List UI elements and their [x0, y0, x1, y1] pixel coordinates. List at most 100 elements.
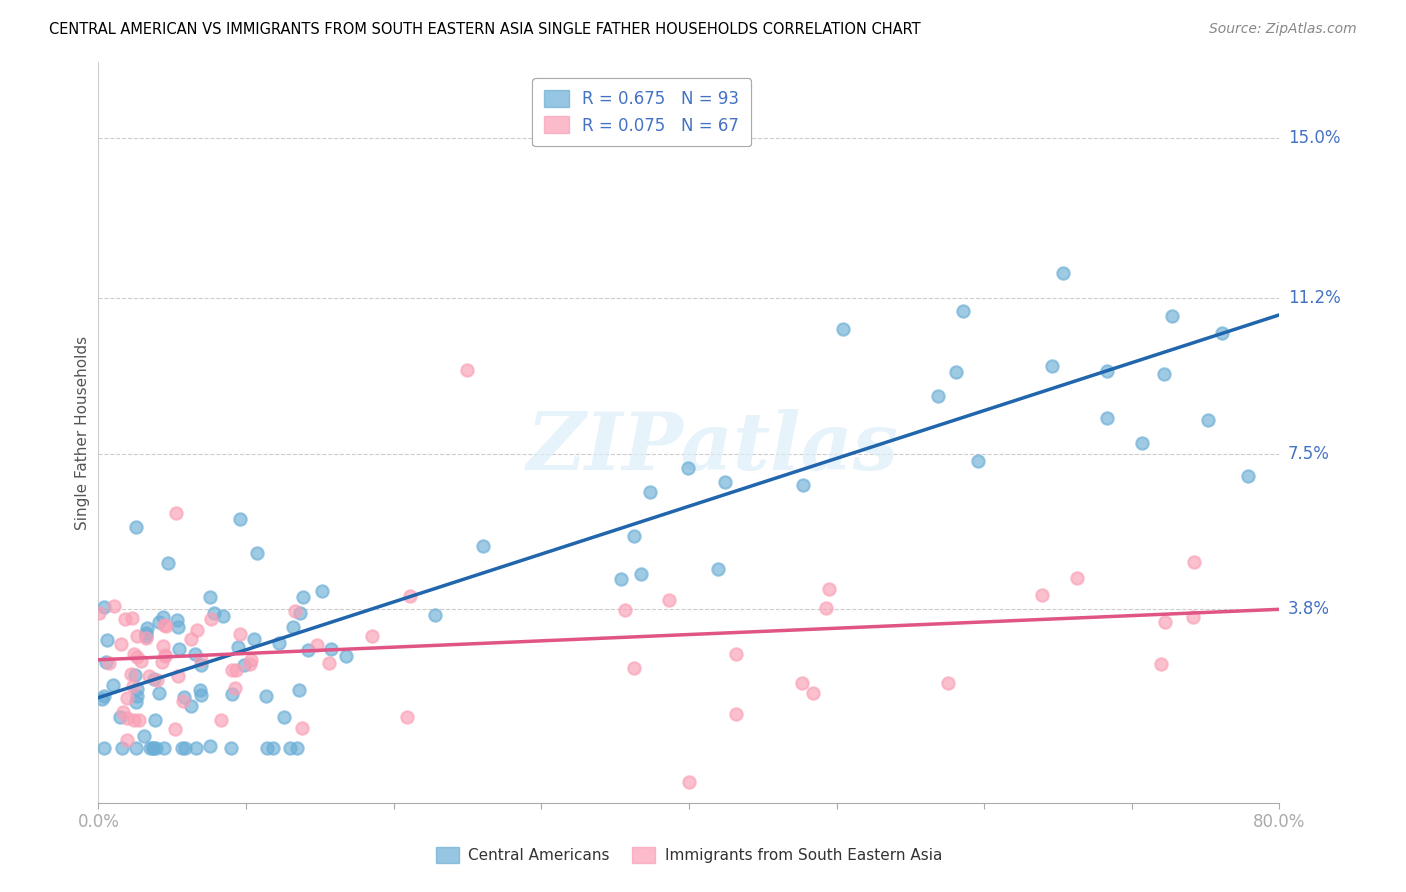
Point — [167, 669, 190, 683]
Point — [96, 633, 118, 648]
Point — [792, 478, 814, 492]
Point — [818, 582, 841, 596]
Point — [262, 741, 284, 756]
Point — [146, 673, 169, 687]
Point — [936, 675, 959, 690]
Point — [927, 388, 949, 402]
Point — [221, 741, 243, 756]
Point — [148, 615, 170, 629]
Point — [242, 632, 264, 646]
Point — [638, 485, 661, 500]
Point — [127, 690, 149, 704]
Point — [623, 529, 645, 543]
Point — [1040, 359, 1063, 373]
Legend: R = 0.675   N = 93, R = 0.075   N = 67: R = 0.675 N = 93, R = 0.075 N = 67 — [533, 78, 751, 146]
Point — [240, 653, 263, 667]
Point — [200, 612, 222, 626]
Y-axis label: Single Father Households: Single Father Households — [75, 335, 90, 530]
Point — [128, 713, 150, 727]
Point — [91, 692, 114, 706]
Point — [94, 655, 117, 669]
Point — [239, 657, 262, 671]
Point — [163, 722, 186, 736]
Point — [361, 629, 384, 643]
Point — [209, 713, 232, 727]
Point — [152, 610, 174, 624]
Point — [610, 572, 633, 586]
Point — [184, 741, 207, 756]
Point — [256, 741, 278, 756]
Point — [143, 713, 166, 727]
Text: 11.2%: 11.2% — [1288, 289, 1340, 307]
Point — [152, 639, 174, 653]
Point — [200, 591, 222, 605]
Point — [174, 741, 197, 756]
Point — [152, 741, 174, 756]
Point — [1153, 367, 1175, 381]
Point — [125, 520, 148, 534]
Point — [172, 741, 194, 756]
Text: ZIPatlas: ZIPatlas — [526, 409, 898, 486]
Point — [288, 606, 311, 620]
Point — [1161, 310, 1184, 324]
Point — [814, 600, 837, 615]
Point — [287, 682, 309, 697]
Point — [1066, 571, 1088, 585]
Point — [285, 741, 308, 756]
Point — [155, 618, 177, 632]
Point — [267, 636, 290, 650]
Point — [226, 640, 249, 655]
Point — [228, 626, 250, 640]
Point — [165, 507, 187, 521]
Point — [623, 660, 645, 674]
Point — [254, 689, 277, 703]
Point — [714, 475, 737, 489]
Point — [658, 593, 681, 607]
Point — [613, 603, 636, 617]
Point — [111, 741, 134, 756]
Point — [190, 653, 212, 667]
Point — [278, 741, 301, 756]
Point — [273, 709, 295, 723]
Point — [148, 686, 170, 700]
Point — [232, 658, 254, 673]
Point — [124, 668, 146, 682]
Text: 15.0%: 15.0% — [1288, 129, 1340, 147]
Point — [291, 591, 314, 605]
Point — [115, 711, 138, 725]
Point — [198, 739, 221, 753]
Point — [153, 649, 176, 664]
Point — [138, 741, 160, 756]
Point — [246, 546, 269, 560]
Point — [135, 629, 157, 643]
Point — [114, 612, 136, 626]
Point — [145, 741, 167, 756]
Point — [1095, 411, 1118, 425]
Point — [228, 512, 250, 526]
Point — [122, 647, 145, 661]
Point — [184, 647, 207, 661]
Point — [120, 666, 142, 681]
Point — [399, 589, 422, 603]
Point — [132, 729, 155, 743]
Text: 7.5%: 7.5% — [1288, 444, 1330, 463]
Point — [108, 710, 131, 724]
Point — [311, 583, 333, 598]
Point — [142, 672, 165, 686]
Point — [103, 599, 125, 613]
Point — [307, 638, 329, 652]
Point — [211, 609, 233, 624]
Point — [135, 626, 157, 640]
Point — [124, 695, 146, 709]
Point — [93, 690, 115, 704]
Point — [335, 649, 357, 664]
Point — [122, 713, 145, 727]
Point — [221, 663, 243, 677]
Point — [630, 566, 652, 581]
Point — [945, 365, 967, 379]
Point — [87, 607, 110, 621]
Point — [318, 656, 340, 670]
Point — [801, 686, 824, 700]
Point — [724, 706, 747, 721]
Point — [188, 683, 211, 698]
